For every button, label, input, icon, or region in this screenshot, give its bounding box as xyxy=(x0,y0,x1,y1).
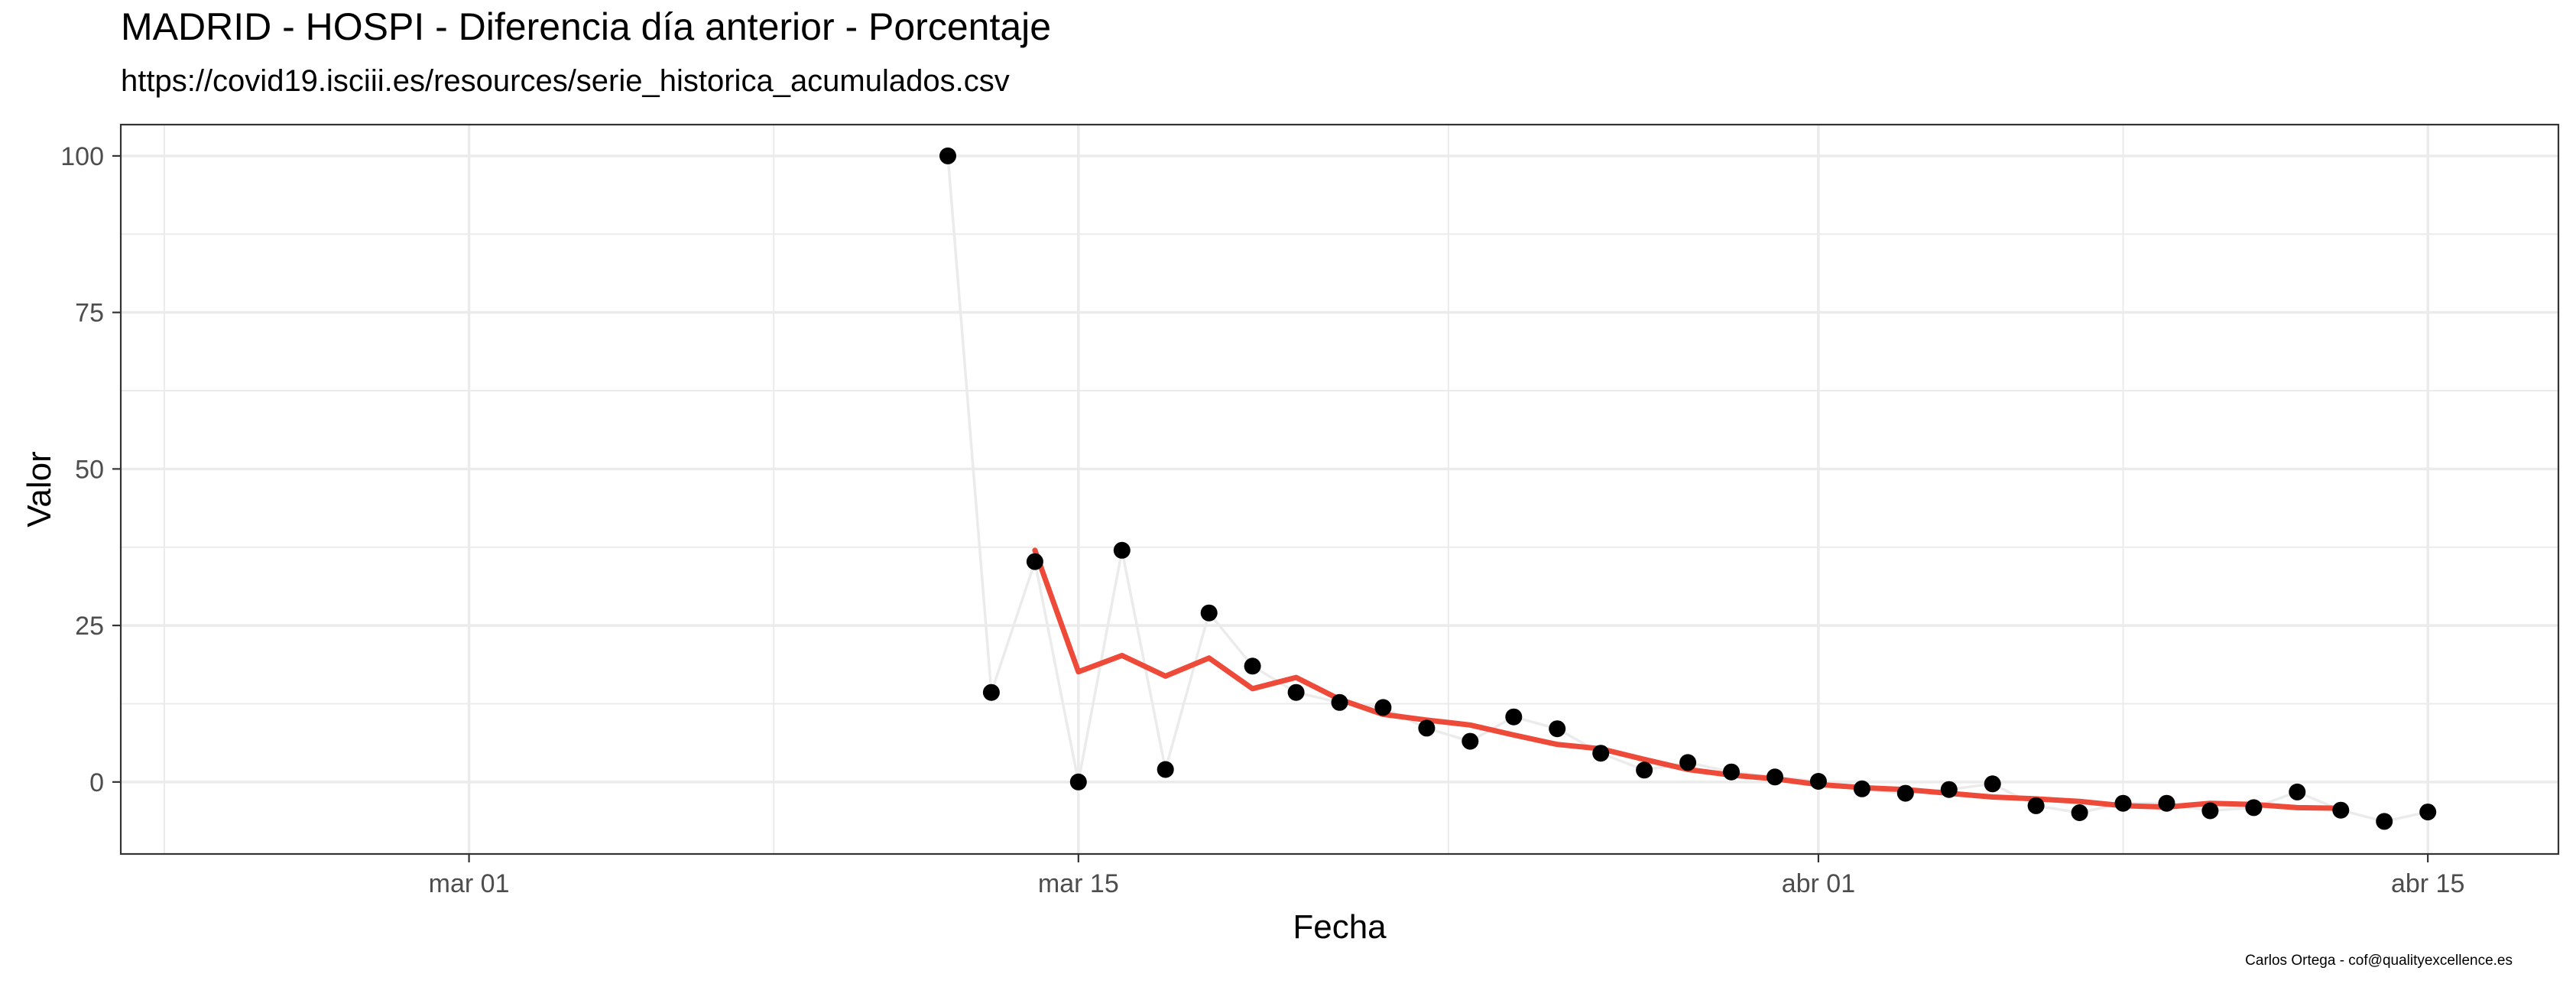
data-point xyxy=(1984,775,2001,793)
data-point xyxy=(939,147,956,164)
y-tick-label: 25 xyxy=(75,612,104,641)
data-point xyxy=(982,683,1000,701)
data-point xyxy=(1374,699,1392,716)
chart-title: MADRID - HOSPI - Diferencia día anterior… xyxy=(121,5,1052,48)
data-point xyxy=(1462,732,1479,750)
data-point xyxy=(1026,553,1043,570)
data-point xyxy=(1331,693,1348,711)
x-tick-label: abr 15 xyxy=(2391,869,2464,898)
data-point xyxy=(1853,780,1870,797)
observed-series-line xyxy=(946,155,2428,823)
data-point xyxy=(1505,708,1523,726)
data-point xyxy=(1896,784,1914,802)
data-point xyxy=(2201,802,2219,820)
data-point xyxy=(1157,761,1174,778)
x-tick-label: mar 01 xyxy=(429,869,510,898)
grid-layer xyxy=(121,125,2558,854)
data-point xyxy=(1244,657,1261,675)
data-point xyxy=(1679,754,1697,771)
data-point xyxy=(2419,804,2437,821)
data-point xyxy=(2158,794,2175,812)
data-point xyxy=(2071,804,2088,821)
chart-caption: Carlos Ortega - cof@qualityexcellence.es xyxy=(2245,953,2513,969)
data-point xyxy=(2289,783,2306,800)
axis-layer: 0 25 50 75 100 mar 01 mar 15 abr 01 abr 15 xyxy=(60,142,2464,898)
data-point xyxy=(1418,719,1436,737)
data-layer xyxy=(939,147,2437,830)
data-point xyxy=(1809,773,1827,790)
y-tick-label: 100 xyxy=(60,142,104,171)
data-point xyxy=(2027,797,2045,814)
panel-border xyxy=(119,123,2560,856)
data-point xyxy=(1200,604,1218,622)
data-point xyxy=(2332,801,2350,819)
data-point xyxy=(1940,781,1958,798)
x-tick-label: abr 01 xyxy=(1782,869,1855,898)
x-axis-title: Fecha xyxy=(1293,908,1387,946)
data-point xyxy=(1113,541,1131,559)
data-point xyxy=(1723,763,1740,781)
x-tick-label: mar 15 xyxy=(1038,869,1119,898)
data-point xyxy=(1549,720,1566,738)
data-point xyxy=(1287,683,1305,701)
y-axis-title: Valor xyxy=(21,451,58,527)
data-point xyxy=(2376,813,2393,830)
chart-subtitle: https://covid19.isciii.es/resources/seri… xyxy=(121,64,1010,98)
y-tick-label: 75 xyxy=(75,299,104,328)
y-tick-label: 0 xyxy=(89,768,104,797)
data-point xyxy=(2245,799,2263,817)
data-point xyxy=(2114,794,2132,812)
data-point xyxy=(1069,773,1087,791)
y-tick-label: 50 xyxy=(75,455,104,484)
data-point xyxy=(1592,745,1610,762)
data-point xyxy=(1767,768,1783,786)
data-point xyxy=(1636,761,1653,779)
